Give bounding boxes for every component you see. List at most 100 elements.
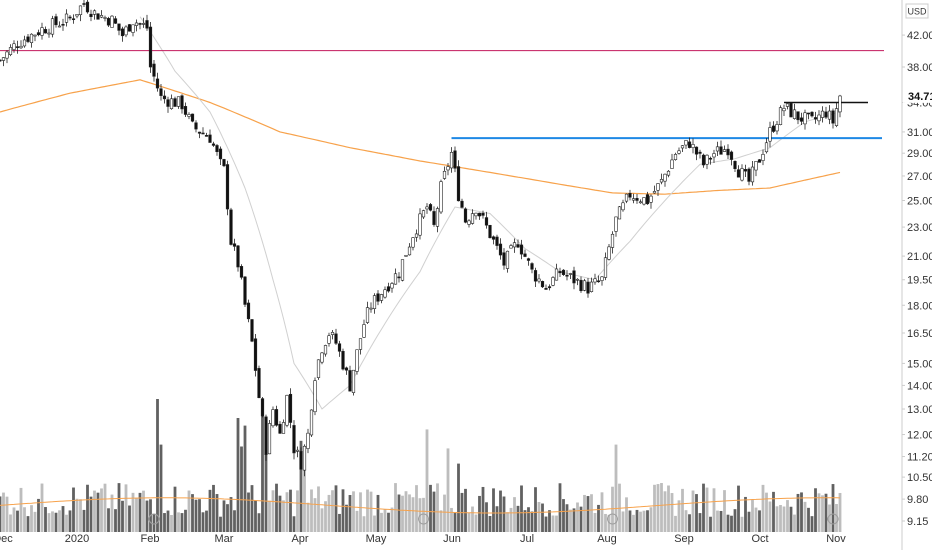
candle-body xyxy=(369,307,373,310)
candle-body xyxy=(379,294,384,301)
volume-bar xyxy=(527,507,530,532)
volume-bar xyxy=(761,484,765,532)
candle-body xyxy=(194,122,198,130)
candle-body xyxy=(145,20,149,29)
candle-body xyxy=(334,333,338,344)
volume-bar xyxy=(334,485,338,532)
candle-body xyxy=(134,22,139,26)
candle-body xyxy=(323,345,328,355)
volume-bar xyxy=(488,516,492,532)
volume-bar xyxy=(313,498,317,532)
candle-body xyxy=(782,108,786,112)
volume-bar xyxy=(425,429,429,532)
volume-bar xyxy=(376,494,380,532)
candle-body xyxy=(561,269,566,275)
volume-bar xyxy=(404,491,408,532)
candle-body xyxy=(295,449,300,452)
candle-body xyxy=(351,369,356,393)
dividend-markers xyxy=(148,513,839,525)
candle-body xyxy=(407,246,412,256)
candle-body xyxy=(491,236,496,240)
candle-body xyxy=(565,274,569,277)
candle-body xyxy=(400,259,405,281)
candle-body xyxy=(505,250,510,269)
candle-body xyxy=(456,166,461,202)
volume-bar xyxy=(394,483,397,532)
horizontal-levels[interactable] xyxy=(0,50,884,140)
candle-body xyxy=(54,16,58,26)
volume-bar xyxy=(691,490,695,532)
candle-body xyxy=(96,13,100,20)
volume-bar xyxy=(61,506,65,532)
volume-bar xyxy=(758,510,761,532)
candle-body xyxy=(117,23,121,31)
volume-bar xyxy=(639,511,642,532)
volume-bar xyxy=(159,444,163,532)
candle-body xyxy=(365,307,370,323)
candle-body xyxy=(834,108,839,126)
candle-body xyxy=(362,324,366,338)
volume-ma-line xyxy=(0,497,841,514)
candle-body xyxy=(414,233,419,238)
volume-bar xyxy=(40,483,44,532)
candle-body xyxy=(138,23,142,25)
volume-bar xyxy=(296,490,299,532)
volume-bar xyxy=(82,509,86,532)
candle-body xyxy=(743,169,748,172)
volume-bar xyxy=(93,490,96,532)
volume-bar xyxy=(611,486,614,532)
time-axis[interactable]: Dec 2020 Feb Mar Apr May Jun Jul Aug Sep Oct Nov xyxy=(0,533,846,545)
volume-bar xyxy=(576,502,579,532)
volume-bar xyxy=(47,513,51,532)
candle-body xyxy=(778,107,783,125)
volume-bar xyxy=(194,499,198,532)
volume-bar xyxy=(632,514,635,532)
volume-bar xyxy=(390,507,394,532)
volume-bar xyxy=(775,506,779,532)
volume-bar xyxy=(145,500,149,532)
candle-body xyxy=(71,18,76,21)
candle-body xyxy=(229,209,233,245)
candle-body xyxy=(673,154,678,160)
volume-bar xyxy=(478,495,481,532)
volume-bar xyxy=(187,490,191,532)
volume-bar xyxy=(768,501,772,532)
volume-bar xyxy=(509,507,513,532)
candle-body xyxy=(418,213,422,236)
candle-body xyxy=(92,10,97,15)
candle-body xyxy=(663,173,667,182)
candle-body xyxy=(484,217,489,226)
volume-bar xyxy=(572,508,576,532)
candle-body xyxy=(22,39,27,47)
volume-bar xyxy=(411,497,415,532)
volume-bar xyxy=(317,486,320,532)
moving-averages xyxy=(0,16,841,514)
candle-body xyxy=(824,111,828,118)
candle-body xyxy=(99,15,104,18)
candle-body xyxy=(26,36,30,42)
volume-bar xyxy=(373,515,376,532)
volume-bar xyxy=(541,503,544,532)
price-axis[interactable]: USD 9.15 9.80 10.50 11.20 12.00 13.00 14.00 15.… xyxy=(901,0,932,550)
candle-body xyxy=(572,270,576,284)
volume-bar xyxy=(793,514,796,532)
volume-bar xyxy=(670,493,674,532)
volume-bar xyxy=(513,497,516,532)
candle-body xyxy=(432,211,436,225)
candle-body xyxy=(694,146,699,155)
volume-bar xyxy=(5,496,9,532)
time-tick-label: 2020 xyxy=(65,533,89,545)
volume-bar xyxy=(275,483,278,532)
candle-body xyxy=(470,213,475,224)
candle-body xyxy=(722,149,727,152)
candle-body xyxy=(502,252,506,266)
volume-bar xyxy=(107,508,110,532)
candle-body xyxy=(278,423,282,434)
price-tick-label: 15.00 xyxy=(907,358,932,370)
volume-bar xyxy=(86,484,89,532)
candle-body xyxy=(446,166,450,171)
volume-bar xyxy=(604,513,607,532)
volume-bar xyxy=(408,494,411,532)
time-tick-label: Jun xyxy=(443,533,461,545)
